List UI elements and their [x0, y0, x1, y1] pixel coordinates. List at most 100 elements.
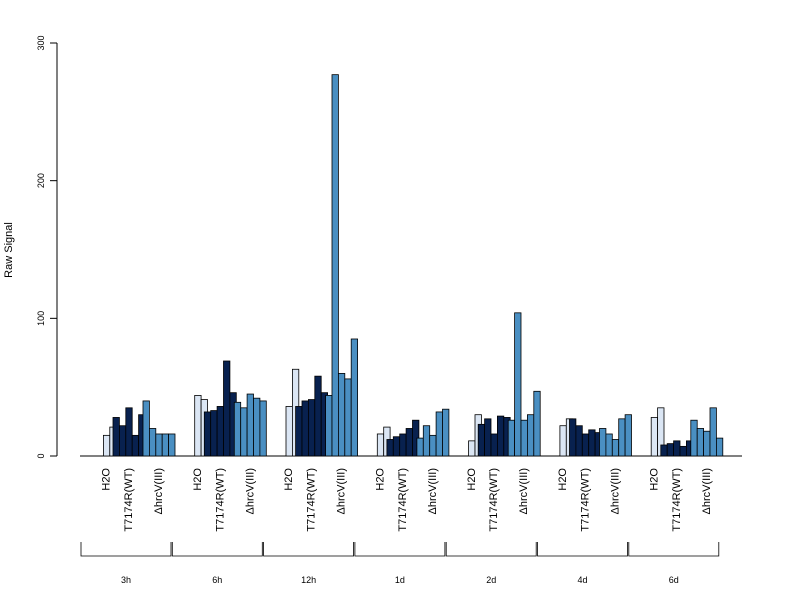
y-tick-label: 300 [36, 35, 46, 50]
bar [246, 393, 254, 457]
bar [533, 390, 541, 457]
bar [496, 415, 505, 457]
timepoint-bracket [80, 542, 172, 557]
bar [588, 429, 596, 457]
x-group-label: T7174R(WT) [123, 468, 135, 532]
group-labels: H2O T7174R(WT) ΔhrcV(III) H2O T7174R(WT) Δhrc… [101, 468, 713, 532]
timepoint-label: 6d [669, 575, 679, 585]
timepoint-brackets: 3h 6h 12h 1d 2d 4d 6d [80, 542, 720, 585]
timepoint-label: 2d [486, 575, 496, 585]
y-tick-label: 100 [36, 311, 46, 326]
bar [155, 433, 163, 457]
bar [442, 408, 450, 457]
x-group-label: T7174R(WT) [671, 468, 683, 532]
bar [660, 444, 668, 457]
bar [233, 401, 242, 457]
bar [611, 439, 620, 457]
bar [203, 411, 212, 457]
x-group-label: H2O [557, 468, 569, 491]
y-tick-label: 0 [36, 453, 46, 458]
bar [314, 375, 322, 457]
bar [575, 425, 583, 457]
bar [435, 411, 443, 457]
bar [259, 400, 267, 457]
x-group-label: H2O [648, 468, 660, 491]
y-axis: 0 100 200 300 [36, 35, 58, 459]
bar [559, 425, 567, 457]
bar [477, 423, 486, 457]
x-group-label: H2O [192, 468, 204, 491]
x-group-label: H2O [466, 468, 478, 491]
bar [103, 434, 111, 457]
bar [240, 407, 248, 457]
bar [490, 433, 498, 457]
bar [709, 407, 717, 457]
timepoint-bracket [445, 542, 537, 557]
x-group-label: ΔhrcV(III) [518, 468, 530, 514]
bar [344, 378, 352, 457]
bar [386, 439, 394, 457]
bar [295, 406, 303, 457]
bar [429, 434, 437, 457]
bar [392, 436, 401, 457]
bar [112, 417, 120, 457]
bar [337, 372, 346, 457]
bar [376, 433, 385, 457]
timepoint-label: 6h [212, 575, 222, 585]
bar [307, 399, 316, 457]
bar [468, 440, 476, 457]
x-group-label: ΔhrcV(III) [701, 468, 713, 514]
bar [131, 434, 139, 457]
bar [210, 410, 218, 457]
x-group-label: T7174R(WT) [214, 468, 226, 532]
x-group-label: H2O [375, 468, 387, 491]
bar [125, 407, 133, 457]
y-axis-label: Raw Signal [3, 222, 15, 278]
x-group-label: ΔhrcV(III) [336, 468, 348, 514]
x-group-label: T7174R(WT) [306, 468, 318, 532]
bar [331, 74, 339, 457]
bar [285, 406, 293, 457]
bar [405, 428, 413, 457]
bar [484, 418, 492, 457]
x-group-label: ΔhrcV(III) [427, 468, 439, 514]
bar [599, 428, 607, 457]
bars [103, 74, 724, 457]
bar [301, 400, 309, 457]
bar [216, 406, 224, 457]
bar [422, 425, 431, 457]
timepoint-label: 3h [121, 575, 131, 585]
bar [666, 443, 675, 457]
bar [520, 419, 528, 457]
bar [605, 433, 613, 457]
bar [690, 419, 698, 457]
bar [514, 312, 522, 457]
bar [325, 395, 333, 457]
timepoint-bracket [628, 542, 720, 557]
bar [168, 433, 176, 457]
bar [703, 430, 711, 457]
x-group-label: T7174R(WT) [397, 468, 409, 532]
x-group-label: H2O [283, 468, 295, 491]
bar [194, 395, 202, 457]
bar [253, 397, 261, 457]
timepoint-bracket [537, 542, 628, 557]
bar [618, 418, 626, 457]
x-group-label: H2O [101, 468, 113, 491]
bar [716, 437, 724, 457]
x-group-label: T7174R(WT) [580, 468, 592, 532]
bar [399, 433, 407, 457]
bar [161, 433, 169, 457]
bar [650, 417, 659, 457]
x-group-label: T7174R(WT) [488, 468, 500, 532]
bar [581, 433, 590, 457]
bar [142, 400, 150, 457]
bar [148, 428, 157, 457]
bar [119, 425, 127, 457]
timepoint-label: 12h [301, 575, 316, 585]
bar [679, 445, 687, 457]
bar [507, 419, 516, 457]
timepoint-label: 4d [577, 575, 587, 585]
x-group-label: ΔhrcV(III) [153, 468, 165, 514]
